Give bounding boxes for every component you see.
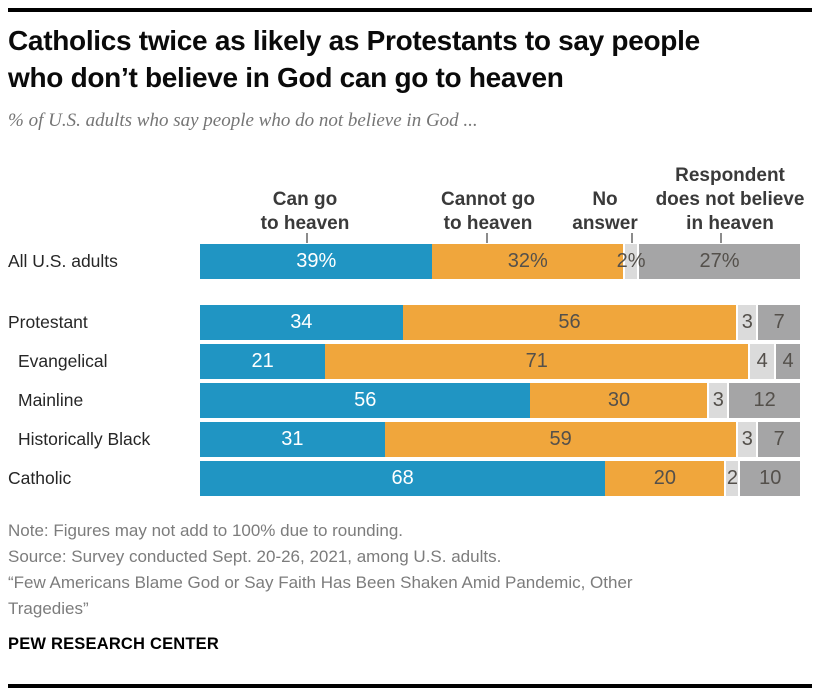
segment-value: 4 — [782, 350, 794, 372]
column-tick-can-go-to-heaven — [306, 233, 308, 243]
segment-value: 56 — [354, 389, 377, 411]
segment-no-answer: 2% — [617, 244, 646, 279]
segment-value: 56 — [558, 311, 581, 333]
row-label: Protestant — [8, 312, 88, 332]
stacked-bar: 21 71 4 4 — [200, 344, 800, 379]
report-title-quote-line-2: Tragedies” — [8, 599, 89, 618]
segment-value: 2 — [726, 467, 738, 489]
segment-no-answer: 3 — [736, 305, 757, 340]
row-label: Mainline — [18, 390, 84, 410]
segment-value: 32% — [507, 250, 548, 272]
segment-does-not-believe-in-heaven: 4 — [774, 344, 800, 379]
segment-cannot-go-to-heaven: 32% — [432, 244, 624, 279]
segment-does-not-believe-in-heaven: 7 — [756, 422, 800, 457]
segment-value: 27% — [699, 250, 740, 272]
segment-value: 10 — [759, 467, 782, 489]
segment-value: 3 — [741, 428, 753, 450]
note-text: Note: Figures may not add to 100% due to… — [8, 521, 404, 540]
segment-does-not-believe-in-heaven: 7 — [756, 305, 800, 340]
stacked-bar: 34 56 3 7 — [200, 305, 800, 340]
segment-can-go-to-heaven: 56 — [200, 383, 531, 418]
report-title-quote-line-1: “Few Americans Blame God or Say Faith Ha… — [8, 573, 633, 592]
segment-value: 21 — [251, 350, 274, 372]
column-tick-cannot-go-to-heaven — [486, 233, 488, 243]
column-header-does-not-believe-in-heaven: Respondent does not believe in heaven — [655, 165, 805, 234]
segment-cannot-go-to-heaven: 20 — [605, 461, 725, 496]
segment-value: 3 — [741, 311, 753, 333]
segment-value: 2% — [616, 250, 646, 272]
stacked-bar: 39% 32% 2% 27% — [200, 244, 800, 279]
row-label: Historically Black — [18, 429, 151, 449]
segment-value: 20 — [653, 467, 676, 489]
page-title-line-2: who don’t believe in God can go to heave… — [8, 62, 564, 93]
segment-value: 31 — [281, 428, 304, 450]
segment-value: 7 — [773, 428, 785, 450]
segment-no-answer: 4 — [748, 344, 775, 379]
row-label: All U.S. adults — [8, 251, 118, 271]
column-tick-does-not-believe-in-heaven — [720, 233, 722, 243]
stacked-bar: 68 20 2 10 — [200, 461, 800, 496]
report-title-quote: “Few Americans Blame God or Say Faith Ha… — [8, 570, 812, 622]
stacked-bar: 56 30 3 12 — [200, 383, 800, 418]
chart-row-protestant: Protestant 34 56 3 7 — [8, 305, 812, 340]
stacked-bar: 31 59 3 7 — [200, 422, 800, 457]
source-text: Source: Survey conducted Sept. 20-26, 20… — [8, 547, 502, 566]
segment-cannot-go-to-heaven: 30 — [530, 383, 708, 418]
column-header-can-go-to-heaven: Can go to heaven — [260, 189, 350, 234]
segment-value: 3 — [712, 389, 724, 411]
page-title: Catholics twice as likely as Protestants… — [8, 22, 798, 96]
segment-cannot-go-to-heaven: 71 — [325, 344, 749, 379]
top-rule — [8, 8, 812, 12]
column-tick-no-answer — [631, 233, 633, 243]
segment-value: 39% — [296, 250, 337, 272]
chart-row-historically-black: Historically Black 31 59 3 7 — [8, 422, 812, 457]
segment-does-not-believe-in-heaven: 27% — [637, 244, 800, 279]
segment-can-go-to-heaven: 21 — [200, 344, 326, 379]
segment-can-go-to-heaven: 68 — [200, 461, 606, 496]
segment-can-go-to-heaven: 31 — [200, 422, 385, 457]
chart-footer: Note: Figures may not add to 100% due to… — [8, 518, 812, 654]
segment-value: 68 — [391, 467, 414, 489]
row-label: Evangelical — [18, 351, 108, 371]
segment-cannot-go-to-heaven: 59 — [384, 422, 737, 457]
segment-value: 4 — [756, 350, 768, 372]
segment-does-not-believe-in-heaven: 12 — [727, 383, 800, 418]
column-header-no-answer: No answer — [572, 189, 638, 234]
chart-row-all-u-s-adults: All U.S. adults 39% 32% 2% 27% — [8, 244, 812, 279]
segment-can-go-to-heaven: 39% — [200, 244, 433, 279]
segment-value: 30 — [607, 389, 631, 411]
segment-can-go-to-heaven: 34 — [200, 305, 403, 340]
segment-value: 71 — [525, 350, 548, 372]
page-title-line-1: Catholics twice as likely as Protestants… — [8, 25, 700, 56]
chart-row-catholic: Catholic 68 20 2 10 — [8, 461, 812, 496]
segment-no-answer: 3 — [707, 383, 728, 418]
chart-row-evangelical: Evangelical 21 71 4 4 — [8, 344, 812, 379]
segment-does-not-believe-in-heaven: 10 — [738, 461, 800, 496]
row-label: Catholic — [8, 468, 72, 488]
chart-rows: All U.S. adults 39% 32% 2% 27% Protestant 34 56… — [8, 244, 812, 496]
segment-cannot-go-to-heaven: 56 — [402, 305, 737, 340]
chart-column-headers: Can go to heaven Cannot go to heaven No answe… — [8, 165, 812, 244]
chart-row-mainline: Mainline 56 30 3 12 — [8, 383, 812, 418]
segment-value: 59 — [549, 428, 572, 450]
segment-no-answer: 3 — [736, 422, 757, 457]
segment-value: 12 — [753, 389, 776, 411]
segment-value: 7 — [773, 311, 785, 333]
chart-subtitle: % of U.S. adults who say people who do n… — [8, 110, 478, 131]
bottom-rule — [8, 684, 812, 688]
stacked-bar-chart: Can go to heaven Cannot go to heaven No answe… — [8, 165, 812, 500]
segment-value: 34 — [290, 311, 313, 333]
brand-name: PEW RESEARCH CENTER — [8, 635, 219, 653]
column-header-cannot-go-to-heaven: Cannot go to heaven — [441, 189, 535, 234]
segment-no-answer: 2 — [724, 461, 739, 496]
